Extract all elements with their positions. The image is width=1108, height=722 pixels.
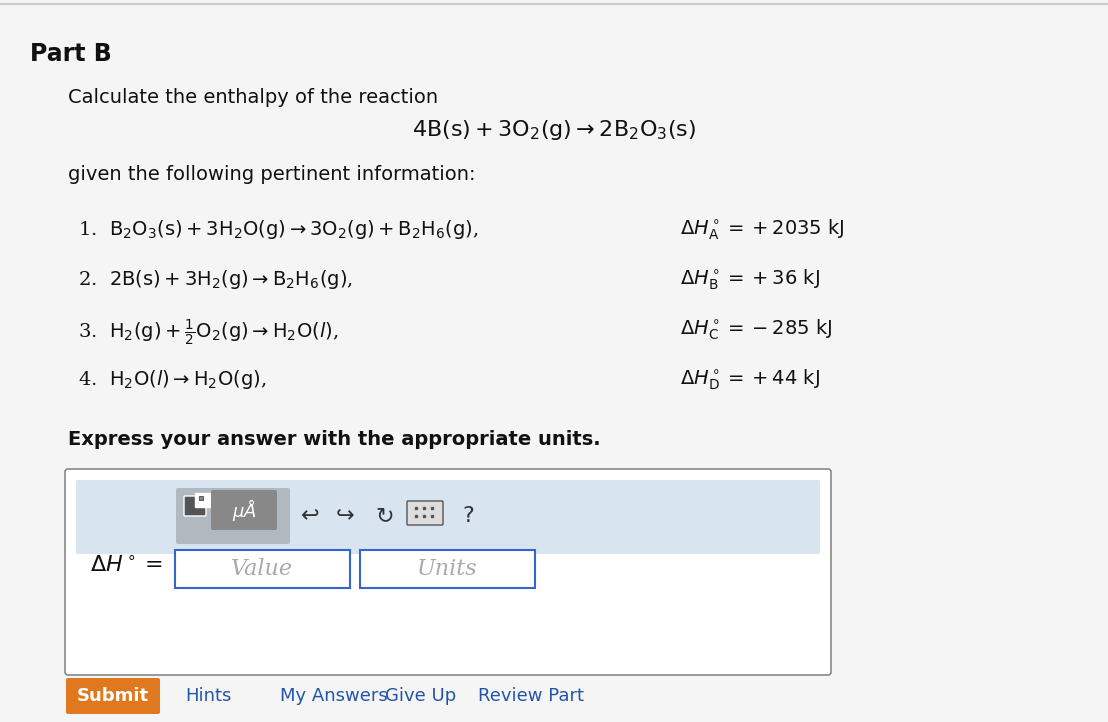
Text: ↻: ↻ bbox=[376, 506, 394, 526]
Text: $\Delta H^\circ_\mathrm{D} = +44\ \mathrm{kJ}$: $\Delta H^\circ_\mathrm{D} = +44\ \mathr… bbox=[680, 368, 820, 393]
Text: Calculate the enthalpy of the reaction: Calculate the enthalpy of the reaction bbox=[68, 88, 438, 107]
FancyBboxPatch shape bbox=[65, 469, 831, 675]
Text: 1.  $\mathrm{B_2O_3(s) + 3H_2O(g) \rightarrow 3O_2(g) + B_2H_6(g)}$,: 1. $\mathrm{B_2O_3(s) + 3H_2O(g) \righta… bbox=[78, 218, 479, 241]
Text: $4\mathrm{B(s)} + 3\mathrm{O_2(g)} \rightarrow 2\mathrm{B_2O_3(s)}$: $4\mathrm{B(s)} + 3\mathrm{O_2(g)} \righ… bbox=[412, 118, 696, 142]
Text: 3.  $\mathrm{H_2(g) + \frac{1}{2}O_2(g) \rightarrow H_2O(\mathit{l})}$,: 3. $\mathrm{H_2(g) + \frac{1}{2}O_2(g) \… bbox=[78, 318, 338, 348]
FancyBboxPatch shape bbox=[175, 550, 350, 588]
FancyBboxPatch shape bbox=[211, 490, 277, 530]
Text: given the following pertinent information:: given the following pertinent informatio… bbox=[68, 165, 475, 184]
Bar bbox=[199, 496, 203, 500]
Text: Value: Value bbox=[230, 558, 293, 580]
FancyBboxPatch shape bbox=[360, 550, 535, 588]
FancyBboxPatch shape bbox=[407, 501, 443, 525]
Text: Give Up: Give Up bbox=[384, 687, 456, 705]
Text: 2.  $\mathrm{2B(s) + 3H_2(g) \rightarrow B_2H_6(g)}$,: 2. $\mathrm{2B(s) + 3H_2(g) \rightarrow … bbox=[78, 268, 352, 291]
Text: $\Delta H^\circ_\mathrm{C} = -285\ \mathrm{kJ}$: $\Delta H^\circ_\mathrm{C} = -285\ \math… bbox=[680, 318, 832, 342]
Text: $\mu\AA$: $\mu\AA$ bbox=[232, 497, 256, 523]
Text: Express your answer with the appropriate units.: Express your answer with the appropriate… bbox=[68, 430, 601, 449]
Text: Part B: Part B bbox=[30, 42, 112, 66]
Text: Submit: Submit bbox=[76, 687, 150, 705]
Text: 4.  $\mathrm{H_2O(\mathit{l}) \rightarrow H_2O(g)}$,: 4. $\mathrm{H_2O(\mathit{l}) \rightarrow… bbox=[78, 368, 266, 391]
Text: My Answers: My Answers bbox=[280, 687, 388, 705]
FancyBboxPatch shape bbox=[195, 494, 211, 508]
Text: $\Delta H^\circ_\mathrm{A} = +2035\ \mathrm{kJ}$: $\Delta H^\circ_\mathrm{A} = +2035\ \mat… bbox=[680, 218, 844, 243]
Text: Review Part: Review Part bbox=[478, 687, 584, 705]
Text: ↪: ↪ bbox=[336, 506, 355, 526]
Text: $\Delta H^\circ_\mathrm{B} = +36\ \mathrm{kJ}$: $\Delta H^\circ_\mathrm{B} = +36\ \mathr… bbox=[680, 268, 820, 292]
FancyBboxPatch shape bbox=[176, 488, 290, 544]
FancyBboxPatch shape bbox=[184, 496, 206, 516]
Text: Units: Units bbox=[417, 558, 478, 580]
FancyBboxPatch shape bbox=[66, 678, 160, 714]
Text: $\Delta H^\circ =$: $\Delta H^\circ =$ bbox=[90, 555, 163, 577]
Text: ?: ? bbox=[462, 506, 474, 526]
FancyBboxPatch shape bbox=[76, 480, 820, 554]
Text: Hints: Hints bbox=[185, 687, 232, 705]
Text: ↩: ↩ bbox=[300, 506, 319, 526]
